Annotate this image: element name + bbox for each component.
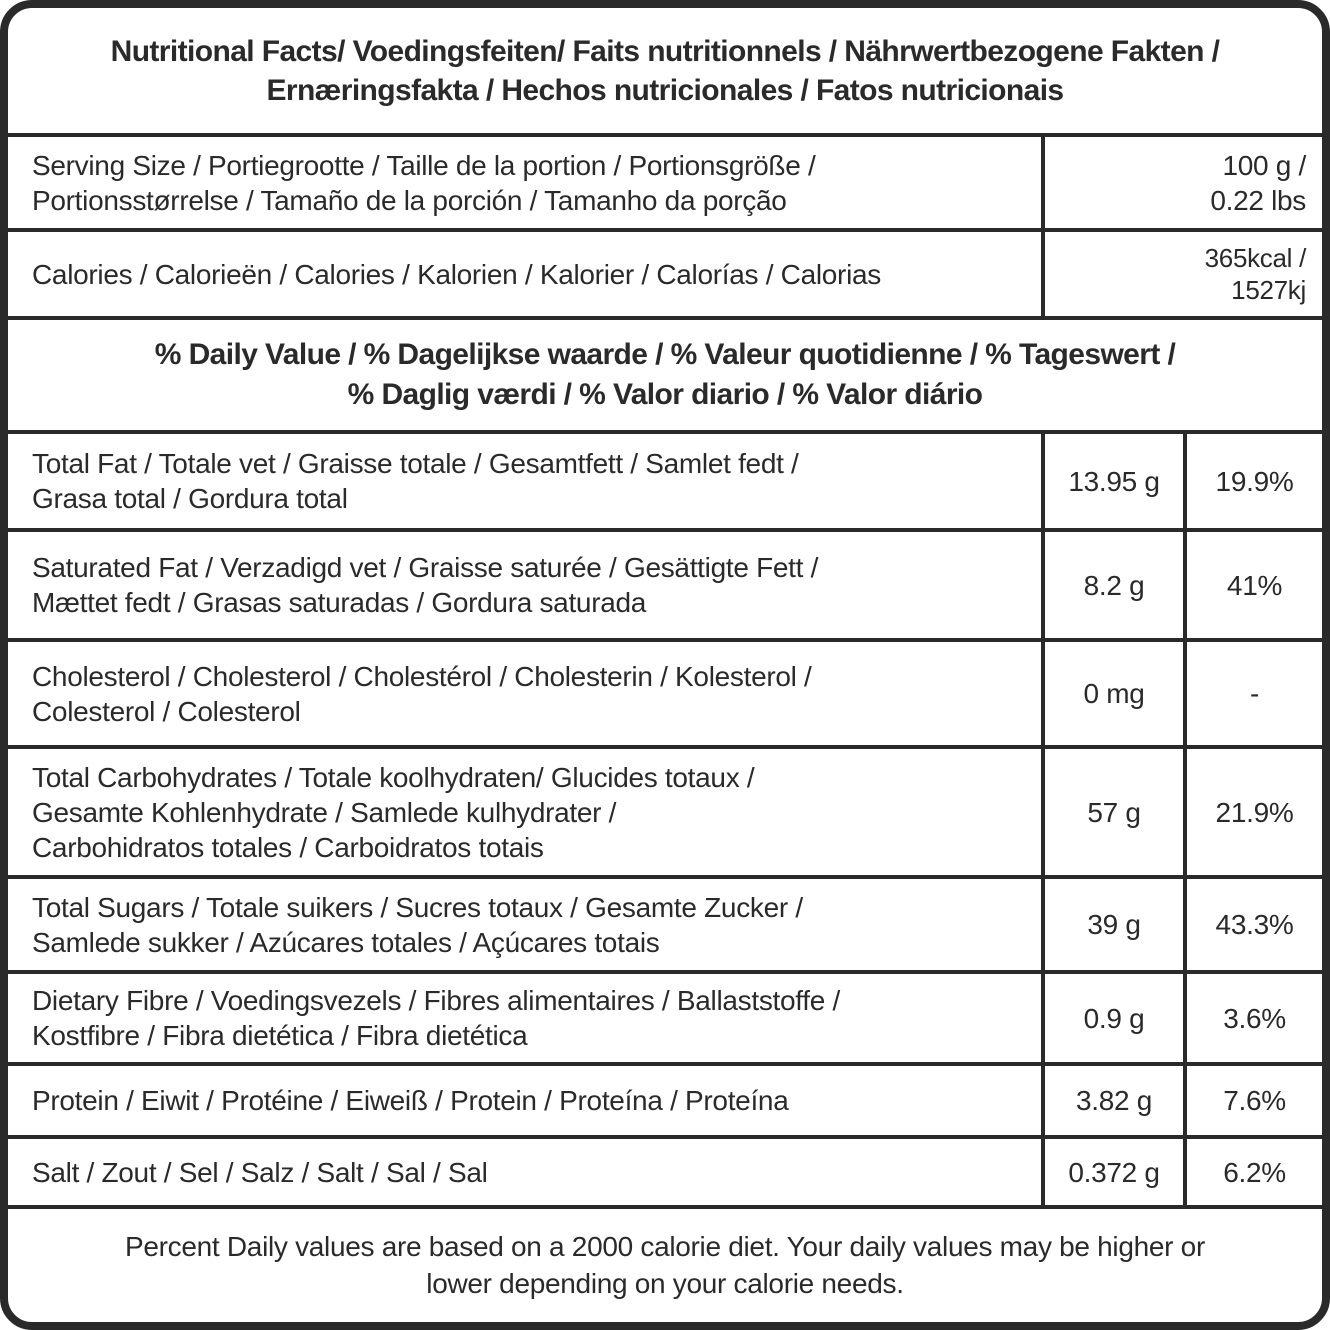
nutrient-label: Dietary Fibre / Voedingsvezels / Fibres … (32, 985, 840, 1051)
nutrient-row-saturated-fat: Saturated Fat / Verzadigd vet / Graisse … (8, 528, 1322, 638)
serving-size-value: 100 g / 0.22 lbs (1041, 137, 1322, 228)
daily-value-footnote: Percent Daily values are based on a 2000… (8, 1205, 1322, 1322)
daily-value-header: % Daily Value / % Dagelijkse waarde / % … (8, 316, 1322, 430)
nutrient-amount: 39 g (1041, 879, 1183, 970)
calories-value: 365kcal / 1527kj (1041, 232, 1322, 316)
nutrient-row-total-carbohydrates: Total Carbohydrates / Totale koolhydrate… (8, 745, 1322, 875)
nutrient-daily-value: 3.6% (1183, 974, 1322, 1062)
nutrient-daily-value: 7.6% (1183, 1066, 1322, 1135)
nutrient-amount: 0 mg (1041, 642, 1183, 745)
serving-size-label: Serving Size / Portiegrootte / Taille de… (32, 149, 816, 216)
nutrient-amount: 0.372 g (1041, 1139, 1183, 1205)
nutrient-amount: 13.95 g (1041, 434, 1183, 528)
nutrient-row-salt: Salt / Zout / Sel / Salz / Salt / Sal / … (8, 1135, 1322, 1205)
calories-label: Calories / Calorieën / Calories / Kalori… (32, 258, 881, 290)
nutrient-row-cholesterol: Cholesterol / Cholesterol / Cholestérol … (8, 638, 1322, 745)
nutrient-daily-value: 21.9% (1183, 749, 1322, 875)
nutrient-label: Total Sugars / Totale suikers / Sucres t… (32, 891, 803, 958)
nutrient-amount: 57 g (1041, 749, 1183, 875)
nutrient-row-total-fat: Total Fat / Totale vet / Graisse totale … (8, 430, 1322, 528)
nutrient-row-protein: Protein / Eiwit / Protéine / Eiweiß / Pr… (8, 1062, 1322, 1135)
nutrient-daily-value: - (1183, 642, 1322, 745)
nutrient-label: Total Carbohydrates / Totale koolhydrate… (32, 761, 755, 863)
label-title: Nutritional Facts/ Voedingsfeiten/ Faits… (110, 34, 1220, 107)
nutrient-label: Protein / Eiwit / Protéine / Eiweiß / Pr… (32, 1085, 789, 1116)
nutrient-daily-value: 43.3% (1183, 879, 1322, 970)
nutrient-daily-value: 19.9% (1183, 434, 1322, 528)
nutrient-label: Salt / Zout / Sel / Salz / Salt / Sal / … (32, 1156, 488, 1188)
nutrient-label: Total Fat / Totale vet / Graisse totale … (32, 448, 799, 514)
nutrient-daily-value: 41% (1183, 532, 1322, 638)
nutrient-label: Cholesterol / Cholesterol / Cholestérol … (32, 660, 812, 727)
nutrient-row-dietary-fibre: Dietary Fibre / Voedingsvezels / Fibres … (8, 970, 1322, 1062)
nutrient-row-total-sugars: Total Sugars / Totale suikers / Sucres t… (8, 875, 1322, 970)
nutrient-daily-value: 6.2% (1183, 1139, 1322, 1205)
nutrient-amount: 3.82 g (1041, 1066, 1183, 1135)
nutrient-label: Saturated Fat / Verzadigd vet / Graisse … (32, 552, 819, 618)
calories-row: Calories / Calorieën / Calories / Kalori… (8, 228, 1322, 316)
nutrient-amount: 0.9 g (1041, 974, 1183, 1062)
serving-size-row: Serving Size / Portiegrootte / Taille de… (8, 133, 1322, 228)
nutrient-amount: 8.2 g (1041, 532, 1183, 638)
